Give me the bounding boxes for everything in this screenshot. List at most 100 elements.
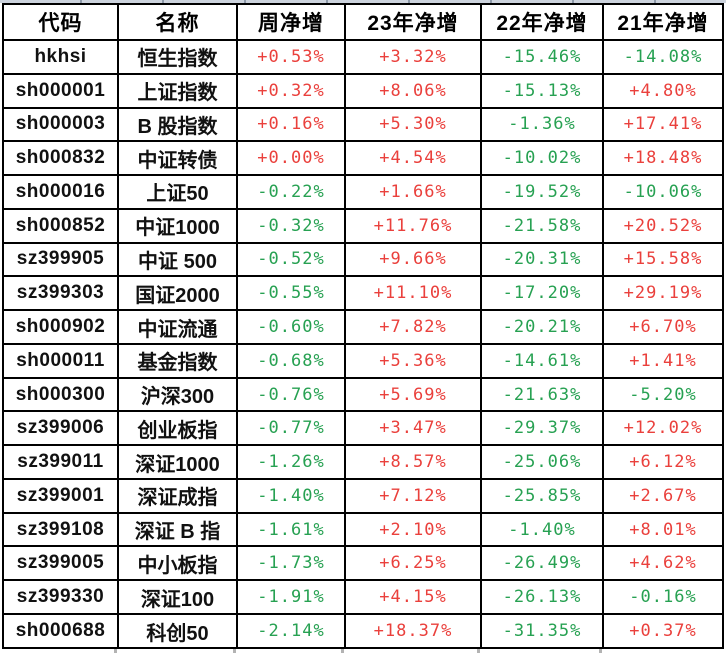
cell-2021-change[interactable]: +29.19% xyxy=(602,275,724,312)
column-header-y22[interactable]: 22年净增 xyxy=(480,3,604,41)
cell-week-change[interactable]: -0.32% xyxy=(236,207,346,244)
cell-2023-change[interactable]: +5.30% xyxy=(344,106,482,143)
cell-2023-change[interactable]: +6.25% xyxy=(344,545,482,582)
cell-2022-change[interactable]: -10.02% xyxy=(480,140,604,177)
cell-name[interactable]: 上证指数 xyxy=(117,72,238,109)
cell-2023-change[interactable]: +5.36% xyxy=(344,342,482,379)
cell-name[interactable]: 创业板指 xyxy=(117,410,238,447)
cell-2023-change[interactable]: +4.54% xyxy=(344,140,482,177)
cell-2022-change[interactable]: -1.36% xyxy=(480,106,604,143)
cell-week-change[interactable]: +0.53% xyxy=(236,39,346,75)
cell-name[interactable]: 中证流通 xyxy=(117,309,238,345)
cell-2021-change[interactable]: +6.70% xyxy=(602,309,724,345)
cell-week-change[interactable]: -1.40% xyxy=(236,477,346,514)
cell-2021-change[interactable]: +4.80% xyxy=(602,72,724,109)
cell-2023-change[interactable]: +4.15% xyxy=(344,579,482,616)
cell-name[interactable]: 科创50 xyxy=(117,613,238,649)
cell-2023-change[interactable]: +18.37% xyxy=(344,613,482,649)
cell-week-change[interactable]: +0.32% xyxy=(236,72,346,109)
cell-name[interactable]: 沪深300 xyxy=(117,376,238,413)
cell-2021-change[interactable]: +6.12% xyxy=(602,444,724,480)
cell-week-change[interactable]: -1.91% xyxy=(236,579,346,616)
cell-name[interactable]: 基金指数 xyxy=(117,342,238,379)
cell-code[interactable]: sz399006 xyxy=(2,410,119,447)
cell-name[interactable]: 中证转债 xyxy=(117,140,238,177)
cell-week-change[interactable]: -0.76% xyxy=(236,376,346,413)
cell-2022-change[interactable]: -20.31% xyxy=(480,241,604,278)
cell-2021-change[interactable]: +17.41% xyxy=(602,106,724,143)
cell-2022-change[interactable]: -20.21% xyxy=(480,309,604,345)
cell-2021-change[interactable]: +12.02% xyxy=(602,410,724,447)
cell-code[interactable]: sz399108 xyxy=(2,511,119,548)
cell-week-change[interactable]: -0.77% xyxy=(236,410,346,447)
cell-2021-change[interactable]: -14.08% xyxy=(602,39,724,75)
cell-week-change[interactable]: +0.00% xyxy=(236,140,346,177)
cell-week-change[interactable]: -2.14% xyxy=(236,613,346,649)
cell-2023-change[interactable]: +3.47% xyxy=(344,410,482,447)
column-header-y23[interactable]: 23年净增 xyxy=(344,3,482,41)
cell-code[interactable]: sz399001 xyxy=(2,477,119,514)
cell-2021-change[interactable]: +0.37% xyxy=(602,613,724,649)
cell-name[interactable]: 国证2000 xyxy=(117,275,238,312)
cell-2023-change[interactable]: +3.32% xyxy=(344,39,482,75)
cell-name[interactable]: B 股指数 xyxy=(117,106,238,143)
cell-2022-change[interactable]: -17.20% xyxy=(480,275,604,312)
column-header-week[interactable]: 周净增 xyxy=(236,3,346,41)
cell-2023-change[interactable]: +9.66% xyxy=(344,241,482,278)
cell-name[interactable]: 上证50 xyxy=(117,174,238,210)
cell-code[interactable]: sh000016 xyxy=(2,174,119,210)
cell-2022-change[interactable]: -25.85% xyxy=(480,477,604,514)
cell-2023-change[interactable]: +11.76% xyxy=(344,207,482,244)
cell-2021-change[interactable]: +20.52% xyxy=(602,207,724,244)
cell-2022-change[interactable]: -31.35% xyxy=(480,613,604,649)
cell-code[interactable]: hkhsi xyxy=(2,39,119,75)
cell-2023-change[interactable]: +1.66% xyxy=(344,174,482,210)
cell-name[interactable]: 中小板指 xyxy=(117,545,238,582)
cell-name[interactable]: 中证 500 xyxy=(117,241,238,278)
cell-code[interactable]: sh000852 xyxy=(2,207,119,244)
cell-2021-change[interactable]: +2.67% xyxy=(602,477,724,514)
cell-code[interactable]: sh000300 xyxy=(2,376,119,413)
column-header-code[interactable]: 代码 xyxy=(2,3,119,41)
cell-2022-change[interactable]: -21.63% xyxy=(480,376,604,413)
cell-2022-change[interactable]: -15.13% xyxy=(480,72,604,109)
cell-code[interactable]: sh000011 xyxy=(2,342,119,379)
cell-2023-change[interactable]: +8.06% xyxy=(344,72,482,109)
cell-2023-change[interactable]: +5.69% xyxy=(344,376,482,413)
cell-2022-change[interactable]: -15.46% xyxy=(480,39,604,75)
cell-2021-change[interactable]: -0.16% xyxy=(602,579,724,616)
cell-2021-change[interactable]: -5.20% xyxy=(602,376,724,413)
cell-2023-change[interactable]: +7.12% xyxy=(344,477,482,514)
cell-2023-change[interactable]: +2.10% xyxy=(344,511,482,548)
cell-code[interactable]: sz399905 xyxy=(2,241,119,278)
cell-week-change[interactable]: -1.61% xyxy=(236,511,346,548)
cell-name[interactable]: 深证1000 xyxy=(117,444,238,480)
cell-2022-change[interactable]: -25.06% xyxy=(480,444,604,480)
cell-2023-change[interactable]: +7.82% xyxy=(344,309,482,345)
cell-name[interactable]: 恒生指数 xyxy=(117,39,238,75)
cell-2022-change[interactable]: -29.37% xyxy=(480,410,604,447)
cell-week-change[interactable]: -0.55% xyxy=(236,275,346,312)
cell-name[interactable]: 深证 B 指 xyxy=(117,511,238,548)
column-header-y21[interactable]: 21年净增 xyxy=(602,3,724,41)
column-header-name[interactable]: 名称 xyxy=(117,3,238,41)
cell-name[interactable]: 深证100 xyxy=(117,579,238,616)
cell-week-change[interactable]: -1.26% xyxy=(236,444,346,480)
cell-2023-change[interactable]: +11.10% xyxy=(344,275,482,312)
cell-week-change[interactable]: -0.22% xyxy=(236,174,346,210)
cell-code[interactable]: sh000003 xyxy=(2,106,119,143)
cell-2022-change[interactable]: -26.49% xyxy=(480,545,604,582)
cell-2022-change[interactable]: -26.13% xyxy=(480,579,604,616)
cell-week-change[interactable]: +0.16% xyxy=(236,106,346,143)
cell-code[interactable]: sz399011 xyxy=(2,444,119,480)
cell-name[interactable]: 中证1000 xyxy=(117,207,238,244)
cell-code[interactable]: sh000902 xyxy=(2,309,119,345)
cell-code[interactable]: sz399303 xyxy=(2,275,119,312)
cell-2022-change[interactable]: -19.52% xyxy=(480,174,604,210)
cell-2021-change[interactable]: +15.58% xyxy=(602,241,724,278)
cell-2022-change[interactable]: -14.61% xyxy=(480,342,604,379)
cell-name[interactable]: 深证成指 xyxy=(117,477,238,514)
cell-code[interactable]: sh000832 xyxy=(2,140,119,177)
cell-2021-change[interactable]: +18.48% xyxy=(602,140,724,177)
cell-week-change[interactable]: -0.52% xyxy=(236,241,346,278)
